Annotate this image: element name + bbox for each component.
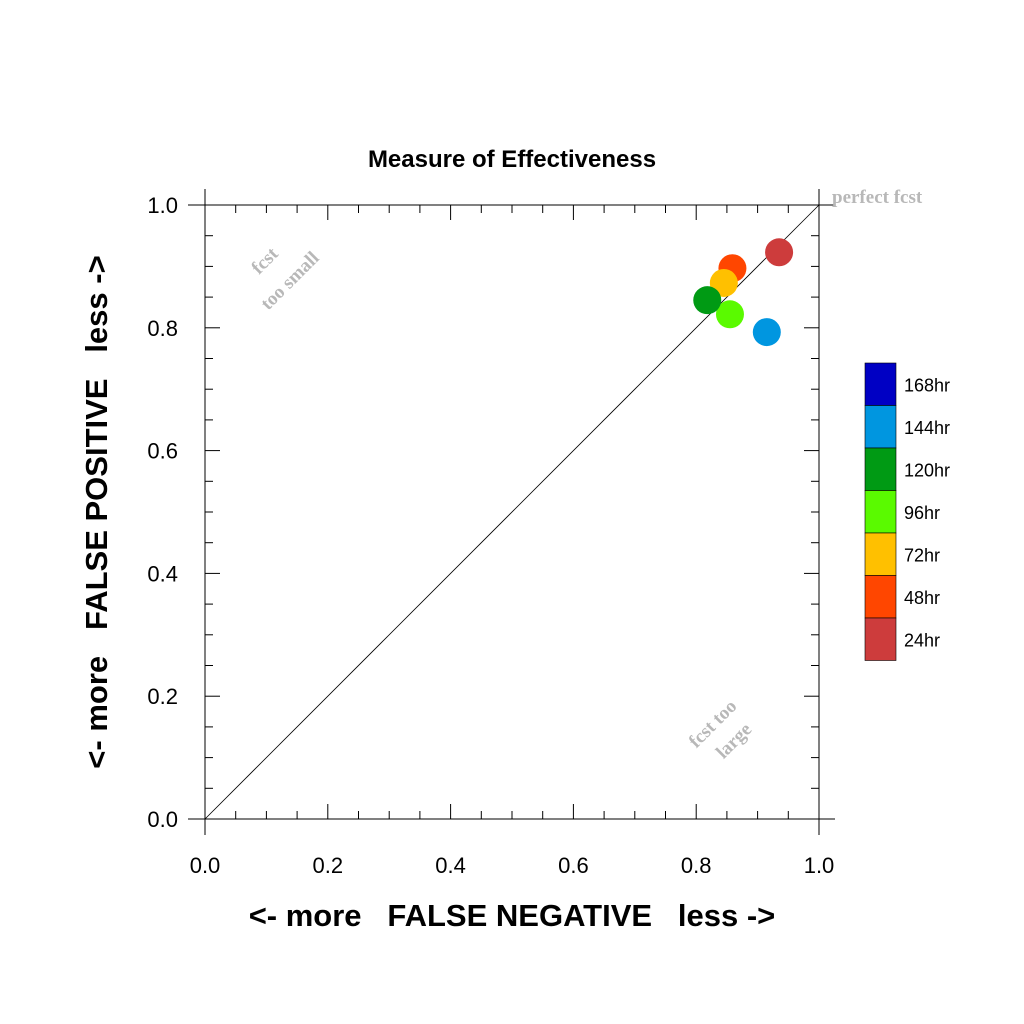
x-tick-label: 0.8 (681, 853, 712, 878)
legend-label-168hr: 168hr (904, 375, 950, 395)
data-point-96hr (715, 300, 744, 329)
x-tick-label: 1.0 (804, 853, 835, 878)
chart-title: Measure of Effectiveness (368, 146, 656, 173)
perfect-forecast-diagonal (204, 204, 820, 820)
legend-label-120hr: 120hr (904, 460, 950, 480)
y-tick-label: 0.0 (147, 807, 178, 832)
x-tick-label: 0.2 (313, 853, 344, 878)
legend: 168hr 144hr 120hr 96hr 72hr 48hr 24hr (864, 362, 950, 661)
y-tick-label: 0.6 (147, 439, 178, 464)
x-tick-labels: 0.0 0.2 0.4 0.6 0.8 1.0 (190, 853, 835, 878)
axis-ticks (204, 204, 820, 820)
data-point-24hr (765, 238, 794, 267)
data-point-120hr (693, 286, 722, 315)
legend-label-72hr: 72hr (904, 545, 940, 565)
y-tick-labels: 0.0 0.2 0.4 0.6 0.8 1.0 (147, 193, 178, 832)
legend-swatch-24hr (864, 617, 897, 661)
legend-swatch-96hr (864, 490, 897, 534)
y-tick-label: 0.8 (147, 316, 178, 341)
legend-swatch-72hr (864, 532, 897, 576)
legend-label-48hr: 48hr (904, 588, 940, 608)
x-tick-label: 0.4 (435, 853, 466, 878)
legend-label-24hr: 24hr (904, 630, 940, 650)
legend-label-96hr: 96hr (904, 503, 940, 523)
legend-swatch-168hr (864, 362, 897, 406)
y-tick-label: 0.4 (147, 561, 178, 586)
y-tick-label: 0.2 (147, 684, 178, 709)
legend-swatch-48hr (864, 575, 897, 619)
legend-swatch-144hr (864, 405, 897, 449)
x-axis-label: <- more FALSE NEGATIVE less -> (249, 898, 776, 933)
y-tick-label: 1.0 (147, 193, 178, 218)
too-small-annotation-line1: fcst (248, 243, 283, 278)
x-tick-label: 0.0 (190, 853, 221, 878)
x-tick-label: 0.6 (558, 853, 589, 878)
data-point-144hr (752, 318, 781, 347)
legend-swatch-120hr (864, 447, 897, 491)
perfect-fcst-annotation: perfect fcst (832, 187, 923, 208)
data-points (693, 238, 794, 347)
y-axis-label: <- more FALSE POSITIVE less -> (79, 255, 114, 768)
legend-label-144hr: 144hr (904, 418, 950, 438)
